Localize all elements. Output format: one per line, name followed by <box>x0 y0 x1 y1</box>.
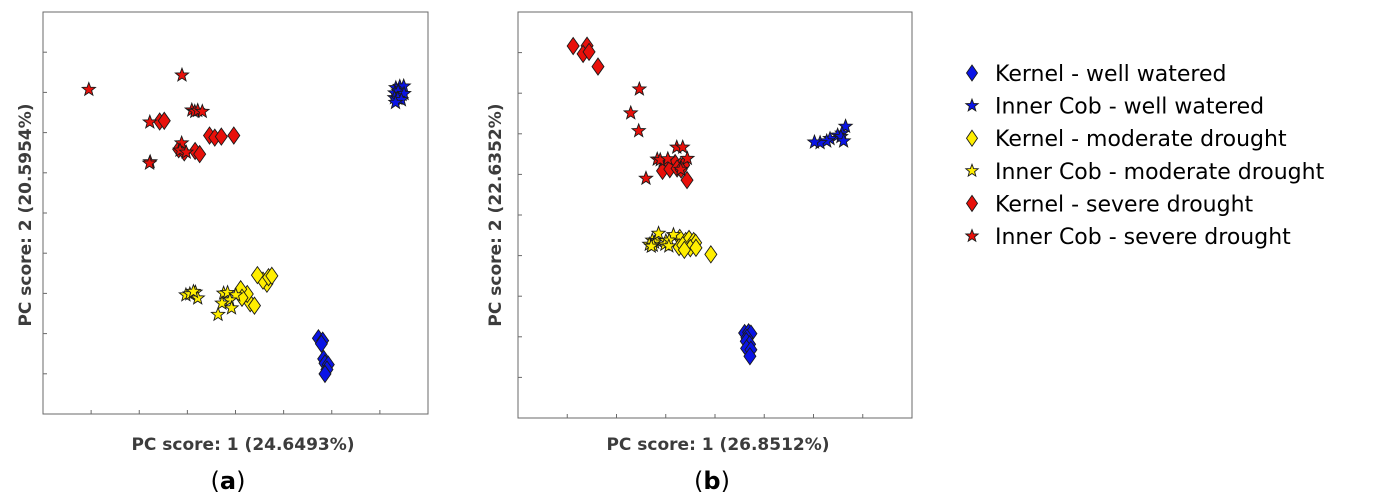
point-a-diamond-s2-8 <box>265 266 279 286</box>
legend: Kernel - well watered Inner Cob - well wa… <box>964 62 1325 250</box>
point-b-star-s5-10 <box>638 170 654 186</box>
point-b-star-s5-2 <box>630 122 647 138</box>
panel-a: PC score: 1 (24.6493%) PC score: 2 (20.5… <box>16 11 429 495</box>
point-b-diamond-s4-3 <box>582 42 596 62</box>
legend-label-2: Kernel - moderate drought <box>995 127 1287 152</box>
point-a-diamond-s2-1 <box>247 296 262 315</box>
point-b-star-s1-7 <box>835 132 852 148</box>
point-a-star-s3-9 <box>214 294 230 310</box>
legend-label-3: Inner Cob - moderate drought <box>995 160 1325 185</box>
point-b-star-s3-11 <box>660 237 677 253</box>
point-b-star-s5-0 <box>631 80 648 96</box>
point-a-star-s5-11 <box>141 155 158 171</box>
point-b-star-s5-7 <box>659 150 676 166</box>
legend-marker-3 <box>964 163 980 178</box>
point-a-star-s5-0 <box>80 81 97 97</box>
point-b-star-s1-0 <box>837 118 854 134</box>
panel-label-b: (b) <box>694 467 730 495</box>
panel-b: PC score: 1 (26.8512%) PC score: 2 (22.6… <box>486 11 913 495</box>
point-b-star-s5-1 <box>622 104 639 120</box>
point-a-star-s5-7 <box>173 134 190 150</box>
legend-marker-2 <box>965 129 979 147</box>
xlabel-a: PC score: 1 (24.6493%) <box>131 435 354 455</box>
point-a-diamond-s4-5 <box>227 126 241 145</box>
point-a-star-s3-11 <box>210 306 226 322</box>
panel-letter-a: a <box>220 467 236 495</box>
point-a-diamond-s0-7 <box>318 364 332 384</box>
point-a-star-s1-10 <box>387 94 404 110</box>
point-a-star-s3-10 <box>223 299 240 315</box>
point-a-diamond-s4-4 <box>214 127 228 146</box>
panel-label-a: (a) <box>211 467 246 495</box>
legend-label-4: Kernel - severe drought <box>995 192 1254 217</box>
point-b-diamond-s2-9 <box>689 238 703 258</box>
xlabel-b: PC score: 1 (26.8512%) <box>606 435 829 455</box>
point-b-diamond-s4-0 <box>566 36 580 56</box>
point-b-diamond-s4-4 <box>591 57 605 76</box>
point-b-star-s5-9 <box>672 161 689 177</box>
point-a-diamond-s4-1 <box>157 111 171 131</box>
point-b-star-s5-4 <box>674 138 691 154</box>
point-b-diamond-s2-8 <box>677 240 691 260</box>
panel-letter-b: b <box>703 467 720 495</box>
point-b-star-s5-8 <box>679 150 696 166</box>
point-b-star-s3-5 <box>643 238 660 254</box>
plot-frame-b <box>517 11 913 419</box>
point-b-diamond-s4-14 <box>680 170 694 190</box>
ylabel-a: PC score: 2 (20.5954%) <box>16 103 36 326</box>
marks-a <box>80 66 412 384</box>
point-a-star-s5-9 <box>178 144 195 160</box>
ylabel-b: PC score: 2 (22.6352%) <box>486 103 506 326</box>
point-a-diamond-s4-9 <box>193 144 207 164</box>
point-b-diamond-s2-10 <box>704 245 718 264</box>
legend-marker-5 <box>964 228 980 243</box>
marks-b <box>566 36 854 366</box>
point-a-diamond-s0-2 <box>314 334 328 354</box>
ticks-a <box>43 51 381 414</box>
plot-frame-a <box>42 11 429 415</box>
legend-marker-4 <box>965 194 979 213</box>
point-a-diamond-s2-6 <box>250 265 264 285</box>
legend-label-1: Inner Cob - well watered <box>995 95 1264 120</box>
point-a-star-s5-5 <box>194 103 211 119</box>
legend-marker-0 <box>965 64 979 82</box>
ticks-b <box>518 52 864 418</box>
point-b-diamond-s0-8 <box>743 346 757 366</box>
legend-label-5: Inner Cob - severe drought <box>995 225 1291 250</box>
point-a-star-s3-4 <box>185 283 202 299</box>
point-b-star-s1-8 <box>806 133 823 149</box>
point-a-star-s5-6 <box>141 113 158 129</box>
legend-label-0: Kernel - well watered <box>995 62 1226 87</box>
point-b-star-s3-6 <box>650 225 667 241</box>
point-a-star-s3-8 <box>221 291 238 307</box>
point-a-star-s3-6 <box>219 284 236 300</box>
legend-marker-1 <box>964 97 980 112</box>
point-a-star-s5-1 <box>174 66 190 82</box>
